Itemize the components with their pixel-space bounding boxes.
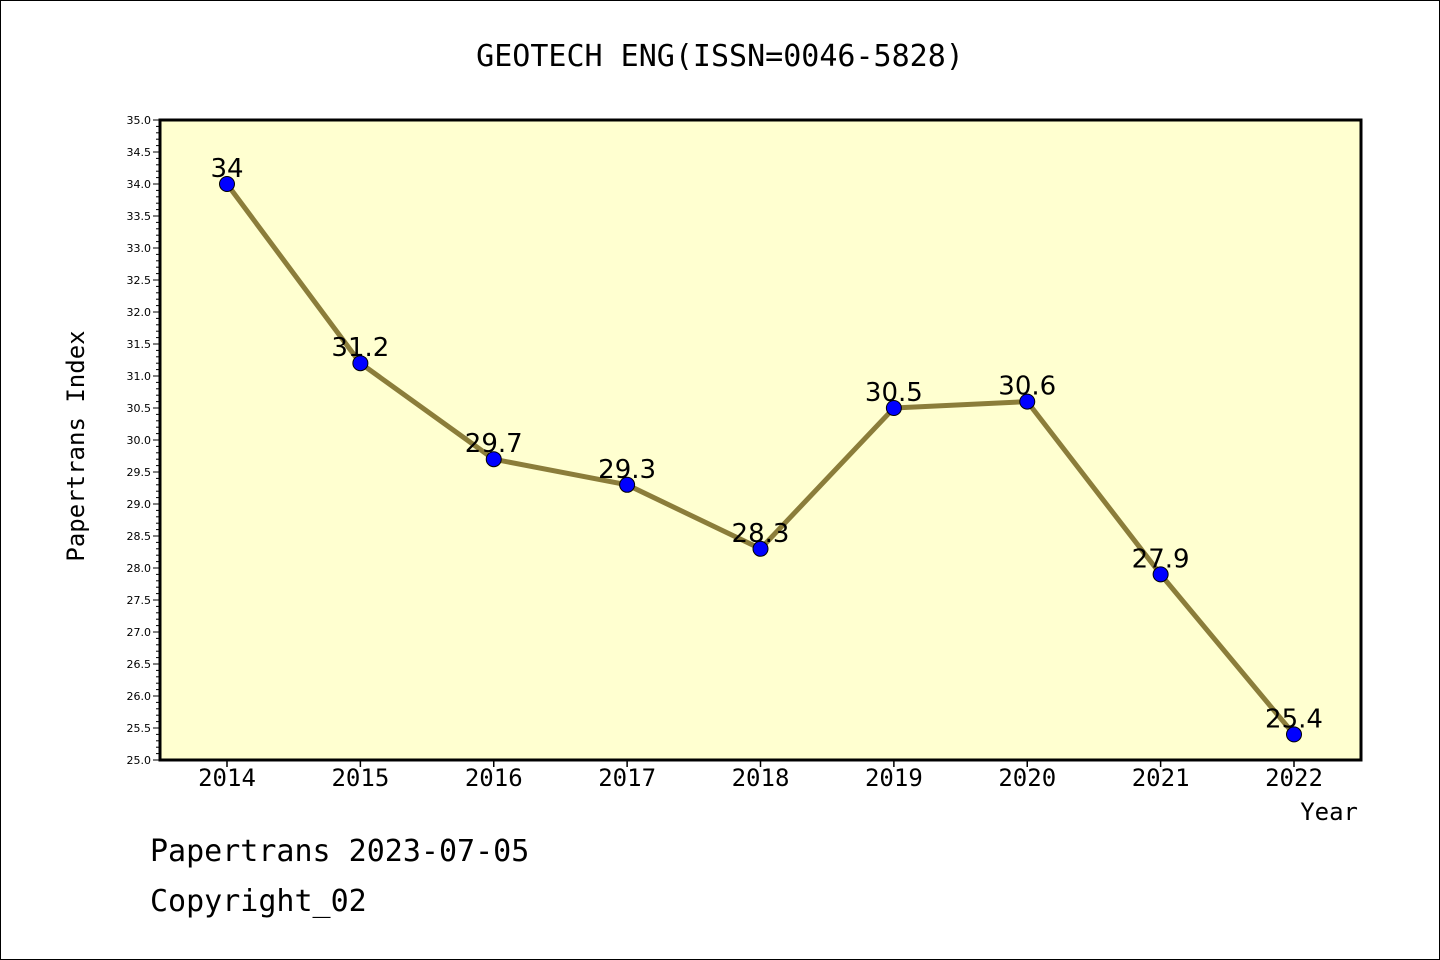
x-tick-label: 2017 <box>598 764 656 792</box>
x-tick-label: 2018 <box>732 764 790 792</box>
y-tick-label: 27.0 <box>127 626 152 639</box>
x-axis: 2014 2015 2016 2017 2018 2019 2020 2021 2022 <box>198 760 1323 792</box>
plot-area <box>160 120 1361 760</box>
x-tick-label: 2016 <box>465 764 523 792</box>
data-point <box>619 476 636 493</box>
y-tick-label: 29.5 <box>127 466 152 479</box>
y-tick-label: 29.0 <box>127 498 152 511</box>
y-tick-label: 32.5 <box>127 274 152 287</box>
y-tick-label: 30.0 <box>127 434 152 447</box>
footer-date: Papertrans 2023-07-05 <box>150 834 530 869</box>
y-tick-label: 30.5 <box>127 402 152 415</box>
y-tick-label: 26.5 <box>127 658 152 671</box>
data-point <box>1286 726 1302 743</box>
y-axis: 25.0 25.5 26.0 26.5 27.0 27.5 28.0 28.5 29.0 29.5… <box>127 114 160 767</box>
data-point <box>752 540 769 557</box>
y-tick-label: 34.5 <box>127 146 152 159</box>
y-tick-label: 31.0 <box>127 370 152 383</box>
data-point <box>352 355 369 372</box>
data-point <box>485 451 502 468</box>
y-tick-label: 34.0 <box>127 178 152 191</box>
data-label: 28.3 <box>732 519 790 549</box>
chart-title: GEOTECH ENG(ISSN=0046-5828) <box>476 39 964 74</box>
data-label: 30.5 <box>865 378 923 408</box>
series-line-group: 34 31.2 29.7 29.3 28.3 30.5 30.6 27.9 25.4 <box>210 154 1323 743</box>
y-tick-label: 28.5 <box>127 530 152 543</box>
y-tick-label: 31.5 <box>127 338 152 351</box>
data-label: 34 <box>210 154 243 184</box>
data-label: 25.4 <box>1265 704 1323 734</box>
data-label: 30.6 <box>998 372 1056 402</box>
x-tick-label: 2015 <box>331 764 389 792</box>
y-tick-label: 33.5 <box>127 210 152 223</box>
x-tick-label: 2020 <box>998 764 1056 792</box>
y-axis-title: Papertrans Index <box>62 330 90 561</box>
y-tick-label: 27.5 <box>127 594 152 607</box>
y-tick-label: 25.0 <box>127 754 152 767</box>
x-tick-label: 2021 <box>1132 764 1190 792</box>
y-tick-label: 26.0 <box>127 690 152 703</box>
y-tick-label: 35.0 <box>127 114 152 127</box>
y-tick-label: 28.0 <box>127 562 152 575</box>
data-label: 27.9 <box>1132 544 1190 574</box>
data-point <box>219 176 235 192</box>
data-point <box>885 400 902 416</box>
y-tick-label: 33.0 <box>127 242 152 255</box>
y-tick-label: 32.0 <box>127 306 152 319</box>
data-point <box>1152 566 1169 583</box>
x-tick-label: 2014 <box>198 764 256 792</box>
x-tick-label: 2019 <box>865 764 923 792</box>
data-label: 29.3 <box>598 455 656 485</box>
footer-copyright: Copyright_02 <box>150 884 367 919</box>
data-label: 31.2 <box>331 333 389 363</box>
data-label: 29.7 <box>465 429 523 459</box>
data-point <box>1019 393 1036 410</box>
x-axis-title: Year <box>1300 798 1358 826</box>
x-tick-label: 2022 <box>1265 764 1323 792</box>
plot-border <box>158 118 1363 762</box>
y-tick-label: 25.5 <box>127 722 152 735</box>
